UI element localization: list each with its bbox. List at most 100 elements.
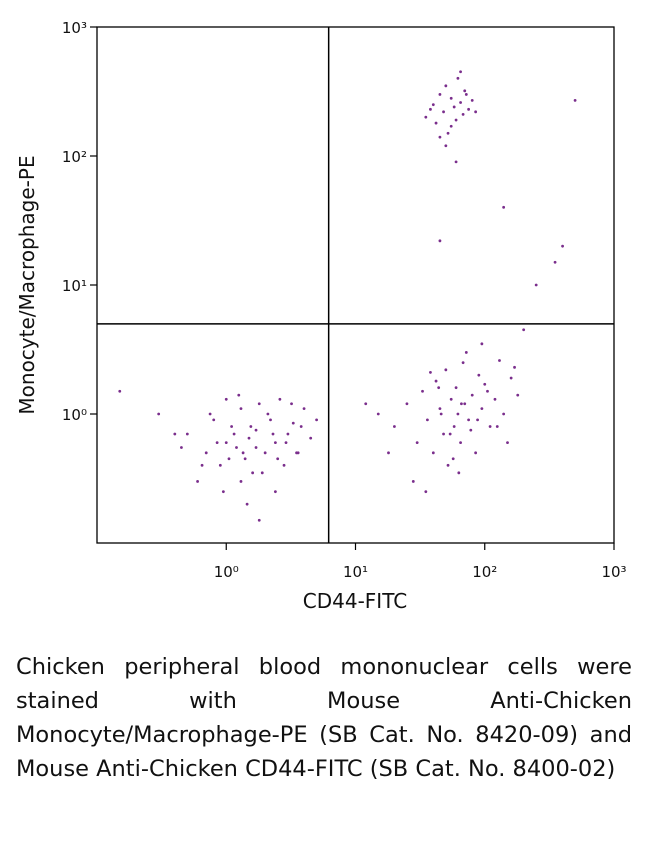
- data-point: [513, 365, 516, 369]
- data-point: [230, 425, 234, 428]
- x-tick-label: 10³: [601, 563, 626, 581]
- data-point: [470, 393, 474, 397]
- data-point: [459, 101, 462, 104]
- data-point: [553, 260, 557, 264]
- data-point: [232, 432, 236, 436]
- data-point: [273, 441, 277, 445]
- data-point: [464, 351, 468, 354]
- data-point: [180, 446, 183, 449]
- data-point: [480, 407, 484, 411]
- data-point: [456, 412, 460, 416]
- data-point: [444, 368, 448, 372]
- data-point: [516, 393, 520, 397]
- data-point: [237, 393, 241, 397]
- data-point: [495, 425, 499, 428]
- y-tick-label: 10²: [62, 148, 87, 166]
- data-point: [459, 70, 462, 74]
- data-point: [204, 451, 208, 455]
- data-point: [429, 107, 432, 111]
- data-point: [439, 412, 443, 416]
- data-point: [271, 432, 275, 436]
- data-point: [449, 124, 453, 128]
- data-point: [302, 407, 306, 411]
- data-point: [249, 425, 253, 428]
- x-tick-label: 10⁰: [214, 563, 239, 581]
- data-point: [309, 436, 313, 440]
- data-point: [299, 425, 303, 428]
- data-point: [446, 131, 450, 135]
- data-point: [208, 412, 212, 416]
- data-point: [405, 402, 409, 406]
- data-point: [411, 480, 415, 483]
- data-point: [561, 244, 564, 248]
- data-point: [426, 418, 429, 422]
- data-point: [376, 412, 380, 416]
- data-point: [278, 397, 282, 401]
- data-point: [421, 389, 424, 393]
- data-point: [212, 418, 216, 422]
- data-point: [290, 402, 293, 406]
- data-point: [442, 110, 445, 114]
- data-point: [254, 446, 258, 449]
- data-point: [434, 379, 438, 383]
- x-tick-label: 10²: [472, 563, 497, 581]
- y-tick-label: 10³: [62, 19, 87, 37]
- data-point: [498, 359, 501, 362]
- data-point: [477, 373, 481, 377]
- data-point: [452, 105, 456, 109]
- data-point: [438, 407, 442, 411]
- data-point: [173, 432, 177, 436]
- data-point: [315, 418, 318, 422]
- data-point: [486, 389, 489, 393]
- y-tick-label: 10⁰: [62, 406, 87, 424]
- data-point: [463, 89, 467, 93]
- data-point: [454, 118, 458, 122]
- data-point: [463, 402, 467, 406]
- data-point: [488, 425, 492, 428]
- data-point: [474, 110, 478, 114]
- data-point: [456, 76, 460, 80]
- data-point: [461, 113, 465, 116]
- data-point: [245, 502, 249, 506]
- data-point: [442, 432, 445, 436]
- data-point: [522, 328, 526, 332]
- x-axis-label: CD44-FITC: [303, 589, 407, 613]
- data-point: [506, 441, 509, 445]
- data-point: [457, 471, 461, 475]
- data-point: [218, 463, 222, 467]
- data-point: [444, 84, 448, 88]
- data-point: [295, 451, 298, 455]
- data-point: [438, 135, 442, 139]
- data-point: [467, 418, 471, 422]
- data-point: [459, 441, 462, 445]
- data-point: [282, 463, 286, 467]
- data-point: [469, 428, 473, 432]
- data-point: [449, 96, 453, 100]
- data-point: [224, 397, 228, 401]
- data-point: [460, 402, 463, 406]
- data-point: [393, 425, 396, 428]
- data-point: [509, 376, 513, 380]
- caption: Chicken peripheral blood mononuclear cel…: [16, 654, 632, 782]
- data-point: [276, 457, 280, 461]
- data-point: [239, 480, 243, 483]
- data-point: [269, 418, 272, 422]
- data-point: [449, 397, 453, 401]
- data-point: [185, 432, 189, 436]
- data-point: [434, 121, 438, 125]
- data-point: [118, 389, 122, 393]
- data-point: [415, 441, 419, 445]
- y-axis-label: Monocyte/Macrophage-PE: [15, 155, 39, 414]
- data-point: [424, 490, 428, 494]
- data-point: [247, 436, 251, 440]
- data-point: [227, 457, 231, 461]
- data-point: [254, 428, 258, 432]
- data-point: [251, 471, 255, 475]
- data-point: [431, 451, 435, 455]
- data-point: [260, 471, 264, 475]
- data-point: [493, 397, 497, 401]
- data-point: [235, 446, 238, 449]
- data-point: [257, 518, 261, 522]
- data-point: [438, 93, 442, 96]
- data-point: [502, 205, 506, 209]
